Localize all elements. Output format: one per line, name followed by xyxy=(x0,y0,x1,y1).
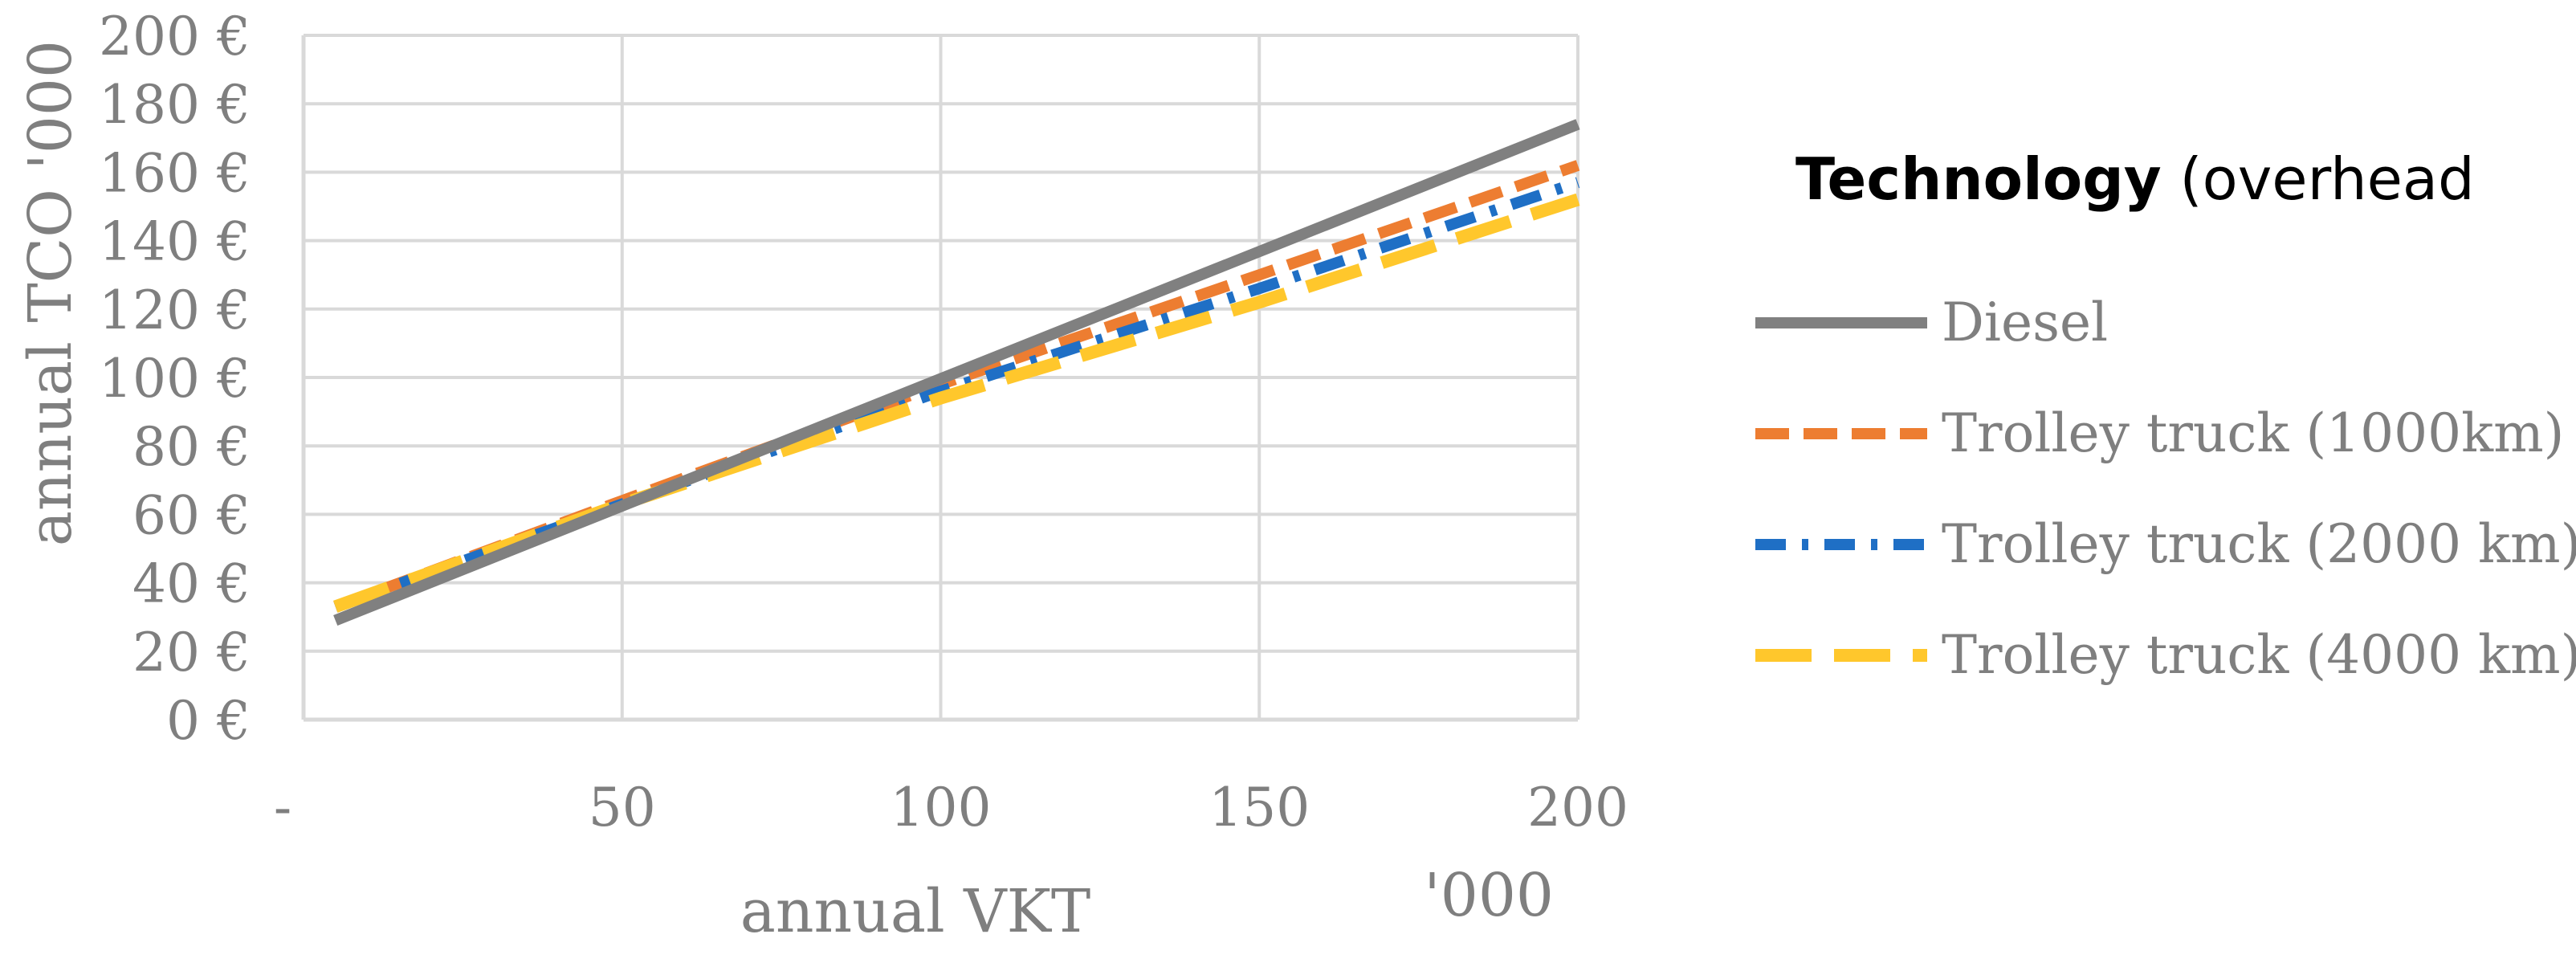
x-tick-label: - xyxy=(274,777,291,838)
legend-title-rest: (overhead xyxy=(2162,145,2475,213)
y-tick-label: 100 € xyxy=(99,348,251,410)
y-tick-label: 200 € xyxy=(99,6,251,67)
legend-label: Trolley truck (4000 km) xyxy=(1942,624,2576,686)
axes: 0 €20 €40 €60 €80 €100 €120 €140 €160 €1… xyxy=(99,6,1628,838)
legend-title: Technology (overhead xyxy=(1795,145,2475,213)
y-tick-label: 40 € xyxy=(132,553,251,615)
y-tick-label: 80 € xyxy=(132,416,251,478)
y-tick-label: 60 € xyxy=(132,484,251,546)
y-tick-label: 0 € xyxy=(166,690,251,752)
x-tick-label: 150 xyxy=(1209,777,1310,838)
series-lines xyxy=(333,119,1580,626)
legend-label: Trolley truck (1000km) xyxy=(1942,402,2564,464)
y-axis-title: annual TCO '000 xyxy=(16,40,85,546)
x-tick-label: 100 xyxy=(891,777,992,838)
legend: Technology (overhead Diesel Trolley truck… xyxy=(1755,145,2576,686)
legend-label: Trolley truck (2000 km) xyxy=(1942,513,2576,575)
legend-title-bold: Technology xyxy=(1795,145,2162,213)
y-tick-label: 160 € xyxy=(99,142,251,204)
x-tick-label: 200 xyxy=(1527,777,1628,838)
y-tick-label: 180 € xyxy=(99,74,251,136)
y-tick-label: 120 € xyxy=(99,279,251,341)
series-line-diesel xyxy=(333,119,1580,626)
legend-label: Diesel xyxy=(1942,292,2108,353)
x-axis-unit-label: '000 xyxy=(1424,861,1554,930)
y-tick-label: 140 € xyxy=(99,211,251,273)
y-tick-label: 20 € xyxy=(132,622,251,683)
series-line-trolley-truck-2000-km xyxy=(333,177,1580,612)
x-tick-label: 50 xyxy=(589,777,656,838)
x-axis-title: annual VKT xyxy=(740,877,1090,946)
